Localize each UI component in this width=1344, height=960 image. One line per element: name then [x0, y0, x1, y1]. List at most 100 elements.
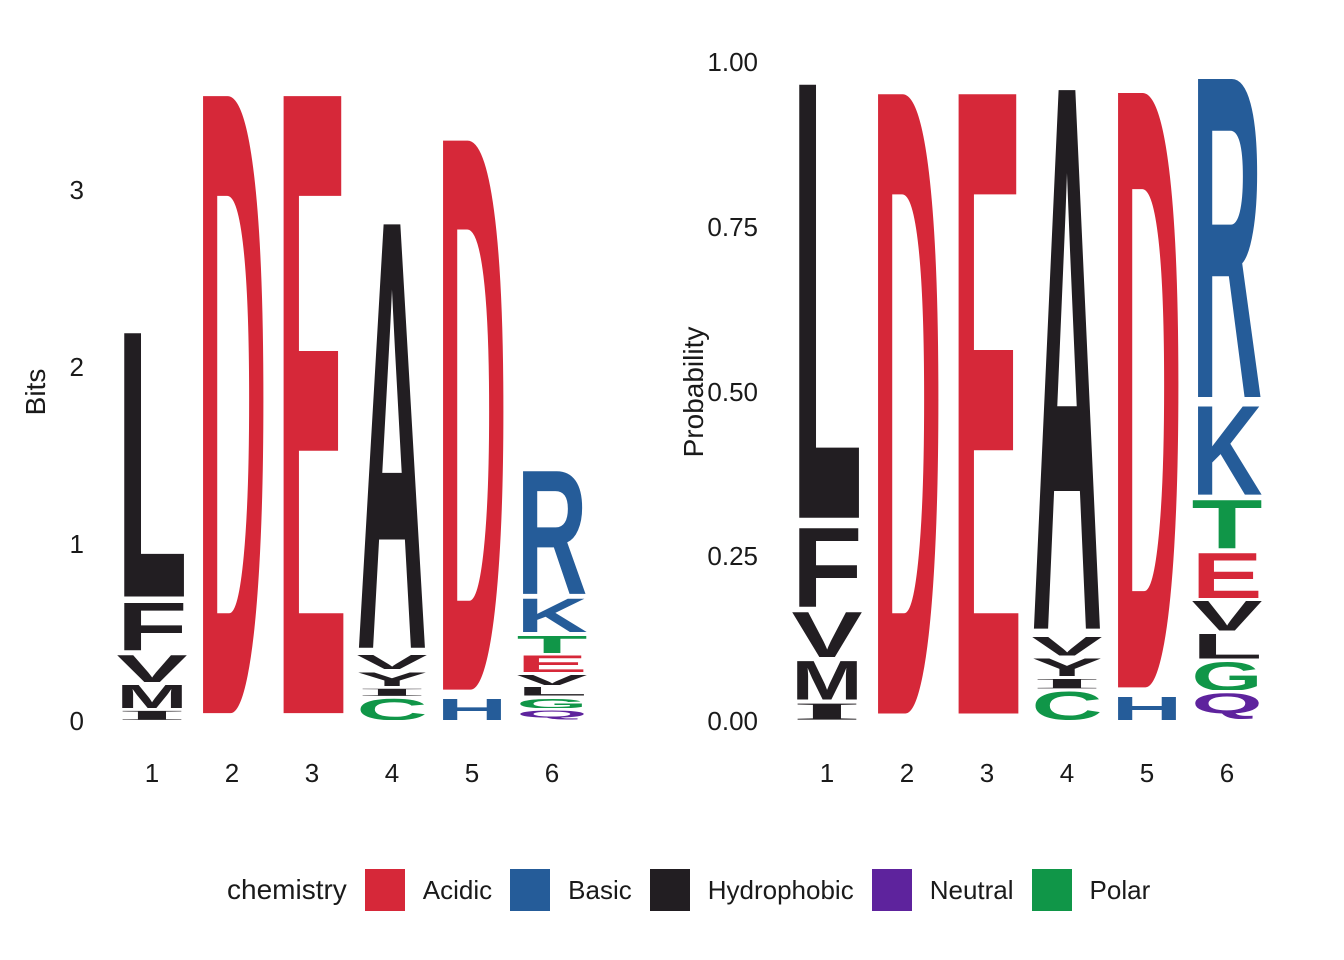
- x-tick-label: 4: [384, 758, 400, 788]
- svg-text:I: I: [116, 710, 187, 720]
- y-tick-label: 0.75: [707, 211, 758, 242]
- logo-letter-L: L: [515, 686, 589, 697]
- svg-text:A: A: [356, 203, 427, 652]
- logo-letter-F: F: [790, 523, 864, 609]
- logo-letter-H: H: [1110, 695, 1184, 721]
- legend-label: Polar: [1089, 874, 1151, 905]
- legend-title: chemistry: [227, 874, 347, 905]
- svg-text:I: I: [791, 702, 862, 720]
- logo-letter-A: A: [355, 202, 429, 653]
- y-tick-label: 0.50: [707, 376, 758, 407]
- svg-text:R: R: [516, 465, 587, 595]
- legend: chemistry Acidic Basic Hydrophobic Neutral P…: [227, 867, 1150, 913]
- svg-text:V: V: [1031, 636, 1102, 656]
- logo-letter-V: V: [355, 653, 429, 670]
- logo-column-2: D: [870, 62, 944, 721]
- logo-letter-K: K: [515, 596, 589, 633]
- svg-text:D: D: [436, 113, 507, 695]
- logo-letter-H: H: [435, 697, 509, 721]
- logo-letter-G: G: [515, 697, 589, 709]
- logo-letter-Q: Q: [515, 709, 589, 721]
- logo-letter-D: D: [1110, 62, 1184, 695]
- svg-text:E: E: [276, 65, 347, 720]
- y-tick-label: 1.00: [707, 47, 758, 77]
- logo-letter-I: I: [1030, 677, 1104, 690]
- legend-item-polar: Polar: [1031, 869, 1151, 911]
- legend-label: Acidic: [422, 874, 493, 905]
- svg-text:D: D: [1111, 63, 1182, 694]
- logo-letter-E: E: [950, 62, 1024, 721]
- svg-text:Y: Y: [1031, 658, 1102, 676]
- svg-text:Y: Y: [356, 672, 427, 686]
- svg-text:E: E: [516, 655, 587, 672]
- y-tick-label: 0.00: [707, 706, 758, 736]
- x-tick-label: 3: [979, 758, 995, 788]
- svg-text:E: E: [951, 63, 1022, 720]
- logo-letter-D: D: [435, 112, 509, 696]
- y-tick-label: 1: [69, 529, 84, 559]
- logo-letter-V: V: [1030, 635, 1104, 657]
- svg-text:C: C: [356, 698, 427, 720]
- legend-label: Basic: [568, 874, 632, 905]
- logo-column-2: D: [195, 64, 269, 721]
- logo-letter-C: C: [355, 697, 429, 721]
- logo-letter-G: G: [1190, 660, 1264, 692]
- legend-swatch-polar: [1031, 869, 1072, 911]
- svg-text:L: L: [791, 63, 862, 522]
- logo-letter-K: K: [1190, 401, 1264, 497]
- svg-text:G: G: [1191, 661, 1262, 691]
- logo-column-3: E: [275, 64, 349, 721]
- svg-text:E: E: [1191, 551, 1262, 598]
- svg-text:T: T: [516, 635, 587, 654]
- logo-letter-M: M: [790, 658, 864, 701]
- x-tick-label: 3: [304, 758, 320, 788]
- svg-text:V: V: [791, 610, 862, 657]
- logo-letter-I: I: [790, 701, 864, 721]
- legend-item-basic: Basic: [510, 869, 632, 911]
- svg-text:H: H: [1111, 696, 1182, 720]
- logo-letter-Y: Y: [355, 671, 429, 687]
- logo-letter-M: M: [115, 683, 189, 709]
- logo-column-3: E: [950, 62, 1024, 721]
- logo-letter-A: A: [1030, 62, 1104, 635]
- logo-letter-T: T: [1190, 497, 1264, 550]
- logo-letter-C: C: [1030, 690, 1104, 721]
- legend-label: Hydrophobic: [707, 874, 854, 905]
- legend-swatch-hydrophobic: [649, 869, 690, 911]
- logo-letter-V: V: [1190, 599, 1264, 632]
- logo-letter-E: E: [1190, 550, 1264, 599]
- logo-letter-T: T: [515, 634, 589, 655]
- logo-letter-E: E: [275, 64, 349, 721]
- svg-text:M: M: [791, 659, 862, 700]
- svg-text:L: L: [116, 320, 187, 599]
- svg-text:F: F: [791, 524, 862, 608]
- svg-text:F: F: [116, 601, 187, 651]
- svg-text:T: T: [1191, 498, 1262, 549]
- svg-text:L: L: [1191, 633, 1262, 659]
- x-tick-label: 1: [144, 758, 160, 788]
- x-tick-label: 5: [1139, 758, 1155, 788]
- x-tick-label: 2: [224, 758, 240, 788]
- logo-letter-F: F: [115, 600, 189, 652]
- svg-text:D: D: [871, 63, 942, 720]
- x-tick-label: 4: [1059, 758, 1075, 788]
- logo-letter-I: I: [115, 709, 189, 721]
- svg-text:K: K: [516, 597, 587, 632]
- svg-text:K: K: [1191, 402, 1262, 496]
- logo-letter-V: V: [115, 653, 189, 683]
- logo-letter-Y: Y: [1030, 657, 1104, 677]
- svg-text:L: L: [516, 687, 587, 696]
- svg-text:M: M: [116, 684, 187, 708]
- y-tick-label: 0.25: [707, 541, 758, 572]
- legend-item-hydrophobic: Hydrophobic: [649, 869, 854, 911]
- y-tick-label: 0: [69, 706, 84, 736]
- logo-letter-E: E: [515, 654, 589, 673]
